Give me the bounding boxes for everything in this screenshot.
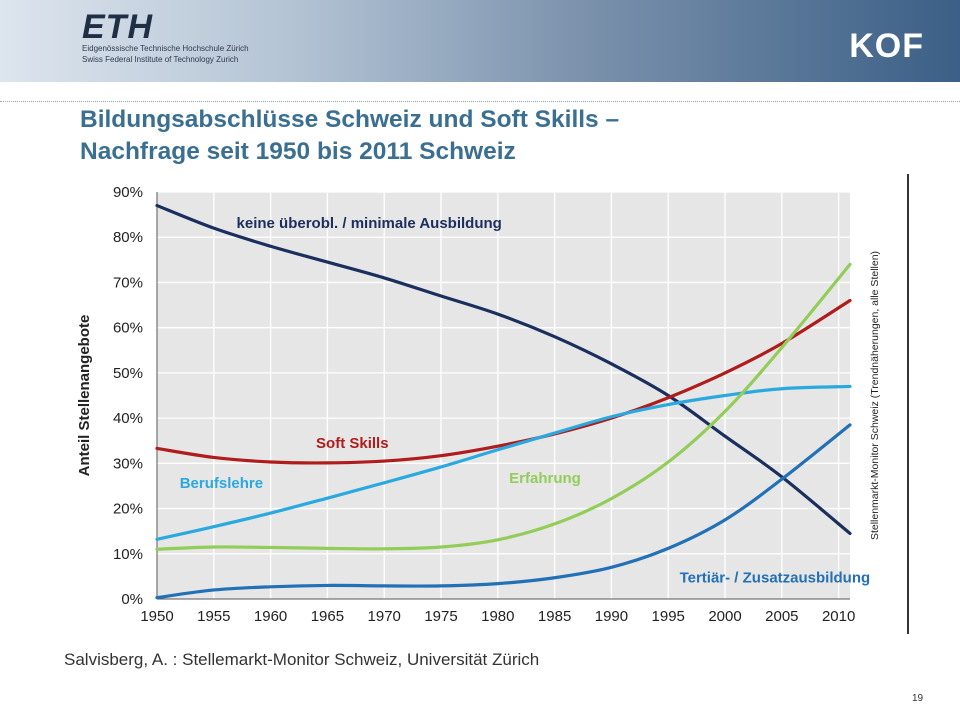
x-tick-label-1975: 1975 — [424, 608, 457, 625]
header-divider — [0, 101, 960, 102]
x-tick-label-1990: 1990 — [595, 608, 628, 625]
y-tick-label-70: 70% — [113, 274, 143, 291]
y-tick-label-20: 20% — [113, 501, 143, 518]
kof-logo[interactable]: KOF — [849, 27, 924, 65]
x-tick-label-1995: 1995 — [652, 608, 685, 625]
y-tick-label-40: 40% — [113, 410, 143, 427]
x-tick-label-2000: 2000 — [708, 608, 741, 625]
y-tick-label-30: 30% — [113, 455, 143, 472]
eth-institution-de: Eidgenössische Technische Hochschule Zür… — [82, 44, 249, 53]
series-label-tertiaer: Tertiär- / Zusatzausbildung — [680, 570, 871, 587]
header-banner: ETH Eidgenössische Technische Hochschule… — [0, 0, 960, 82]
y-tick-label-10: 10% — [113, 546, 143, 563]
series-line-erfahrung — [155, 262, 852, 551]
chart-panel: 0% 10% 20% 30% 40% 50% 60% 70% 80% 90% 1950 1955 196… — [53, 174, 909, 634]
y-tick-label-50: 50% — [113, 365, 143, 382]
y-axis-title: Anteil Stellenangebote — [76, 315, 93, 477]
x-tick-label-1970: 1970 — [368, 608, 401, 625]
series-line-soft_skills — [155, 298, 852, 465]
y-tick-label-80: 80% — [113, 229, 143, 246]
series-label-keine: keine überobl. / minimale Ausbildung — [237, 215, 502, 232]
page-number: 19 — [912, 693, 924, 704]
slide-title: Bildungsabschlüsse Schweiz und Soft Skil… — [80, 104, 619, 168]
x-tick-label-1950: 1950 — [140, 608, 173, 625]
source-citation: Salvisberg, A. : Stellemarkt-Monitor Sch… — [64, 650, 540, 669]
x-tick-label-1980: 1980 — [481, 608, 514, 625]
x-tick-label-2010: 2010 — [822, 608, 855, 625]
slide-title-line2: Nachfrage seit 1950 bis 2011 Schweiz — [80, 138, 516, 165]
line-chart: 0% 10% 20% 30% 40% 50% 60% 70% 80% 90% 1950 1955 196… — [76, 184, 881, 625]
y-tick-label-0: 0% — [121, 591, 143, 608]
x-tick-label-1960: 1960 — [254, 608, 287, 625]
right-axis-label: Stellenmarkt-Monitor Schweiz (Trendnäher… — [869, 251, 881, 540]
series-label-berufslehre: Berufslehre — [180, 475, 263, 492]
slide-title-line1: Bildungsabschlüsse Schweiz und Soft Skil… — [80, 106, 620, 133]
y-tick-label-60: 60% — [113, 320, 143, 337]
x-tick-label-1955: 1955 — [197, 608, 230, 625]
eth-logo[interactable]: ETH — [82, 8, 153, 46]
x-tick-label-1985: 1985 — [538, 608, 571, 625]
series-line-tertiaer — [155, 423, 852, 600]
series-label-erfahrung: Erfahrung — [509, 470, 581, 487]
eth-institution-en: Swiss Federal Institute of Technology Zu… — [82, 55, 239, 64]
x-tick-label-2005: 2005 — [765, 608, 798, 625]
y-tick-label-90: 90% — [113, 184, 143, 201]
x-tick-label-1965: 1965 — [311, 608, 344, 625]
series-line-keine — [155, 203, 852, 536]
series-label-soft_skills: Soft Skills — [316, 435, 389, 452]
series-line-berufslehre — [155, 384, 852, 541]
